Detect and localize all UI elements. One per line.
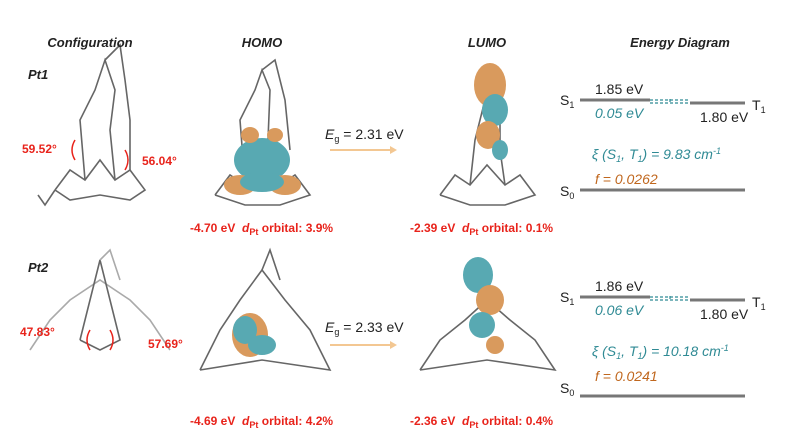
d-symbol: d xyxy=(462,221,470,235)
state-label: S0 xyxy=(560,184,574,201)
d-subscript: Pt xyxy=(469,227,479,237)
soc-part: ξ (S xyxy=(592,343,617,359)
soc-part: ξ (S xyxy=(592,146,617,162)
state-subscript: 0 xyxy=(569,388,575,398)
soc-part: , T xyxy=(621,343,638,359)
gap-subscript: g xyxy=(334,134,340,144)
soc-part: ) = 9.83 cm xyxy=(642,146,713,162)
gap-value: = 2.31 eV xyxy=(343,126,404,142)
gap-symbol: E xyxy=(325,126,335,142)
column-header: Energy Diagram xyxy=(630,35,730,50)
state-subscript: 0 xyxy=(569,191,575,201)
energy-gap: Eg = 2.33 eV xyxy=(325,320,404,337)
orbital-label: -4.69 eV dPt orbital: 4.2% xyxy=(190,415,333,430)
gap-subscript: g xyxy=(334,327,340,337)
d-symbol: d xyxy=(242,414,250,428)
row-label: Pt2 xyxy=(28,260,49,275)
st-splitting: 0.05 eV xyxy=(595,105,644,121)
soc-part: -1 xyxy=(712,146,721,156)
d-symbol: d xyxy=(242,221,250,235)
gap-symbol: E xyxy=(325,319,335,335)
d-subscript: Pt xyxy=(249,227,259,237)
angle-label: 59.52° xyxy=(22,142,57,156)
soc-constant: ξ (S1, T1) = 10.18 cm-1 xyxy=(592,344,729,361)
state-subscript: 1 xyxy=(569,100,575,110)
t1-energy: 1.80 eV xyxy=(700,306,749,322)
soc-constant: ξ (S1, T1) = 9.83 cm-1 xyxy=(592,147,721,164)
state-subscript: 1 xyxy=(760,302,766,312)
energy-gap: Eg = 2.31 eV xyxy=(325,127,404,144)
d-subscript: Pt xyxy=(249,420,259,430)
orbital-label: -2.36 eV dPt orbital: 0.4% xyxy=(410,415,553,430)
column-header: LUMO xyxy=(467,35,507,50)
energy: -2.39 eV xyxy=(410,221,456,235)
state-symbol: S xyxy=(560,380,570,396)
gap-value: = 2.33 eV xyxy=(343,319,404,335)
state-symbol: S xyxy=(560,289,570,305)
row-label: Pt1 xyxy=(28,67,49,82)
oscillator-strength: f = 0.0262 xyxy=(595,171,658,187)
soc-part: 1 xyxy=(637,154,643,164)
soc-part: -1 xyxy=(720,343,729,353)
energy-levels xyxy=(580,98,745,398)
soc-part: ) = 10.18 cm xyxy=(642,343,721,359)
orbital-text: orbital: 4.2% xyxy=(261,414,334,428)
orbital-text: orbital: 0.1% xyxy=(481,221,554,235)
state-symbol: S xyxy=(560,183,570,199)
oscillator-strength: f = 0.0241 xyxy=(595,368,658,384)
state-label: S0 xyxy=(560,381,574,398)
orbital-label: -2.39 eV dPt orbital: 0.1% xyxy=(410,222,553,237)
state-label: S1 xyxy=(560,290,574,307)
state-label: S1 xyxy=(560,93,574,110)
st-splitting: 0.06 eV xyxy=(595,302,644,318)
orbital-text: orbital: 0.4% xyxy=(481,414,554,428)
angle-label: 47.83° xyxy=(20,325,55,339)
state-symbol: T xyxy=(752,294,761,310)
column-header: HOMO xyxy=(241,35,283,50)
column-header: Configuration xyxy=(47,35,133,50)
s1-energy: 1.86 eV xyxy=(595,278,644,294)
orbital-lobes xyxy=(224,63,508,357)
t1-energy: 1.80 eV xyxy=(700,109,749,125)
state-symbol: S xyxy=(560,92,570,108)
energy: -4.69 eV xyxy=(190,414,236,428)
energy: -4.70 eV xyxy=(190,221,236,235)
state-subscript: 1 xyxy=(569,297,575,307)
angle-label: 57.69° xyxy=(148,337,183,351)
angle-marks xyxy=(71,139,129,351)
soc-part: 1 xyxy=(616,351,622,361)
state-label: T1 xyxy=(752,98,766,115)
gap-arrows xyxy=(330,146,397,349)
state-symbol: T xyxy=(752,97,761,113)
soc-part: 1 xyxy=(616,154,622,164)
soc-part: , T xyxy=(621,146,638,162)
angle-label: 56.04° xyxy=(142,154,177,168)
state-subscript: 1 xyxy=(760,105,766,115)
soc-part: 1 xyxy=(637,351,643,361)
orbital-label: -4.70 eV dPt orbital: 3.9% xyxy=(190,222,333,237)
state-label: T1 xyxy=(752,295,766,312)
d-subscript: Pt xyxy=(469,420,479,430)
orbital-text: orbital: 3.9% xyxy=(261,221,334,235)
d-symbol: d xyxy=(462,414,470,428)
energy: -2.36 eV xyxy=(410,414,456,428)
s1-energy: 1.85 eV xyxy=(595,81,644,97)
